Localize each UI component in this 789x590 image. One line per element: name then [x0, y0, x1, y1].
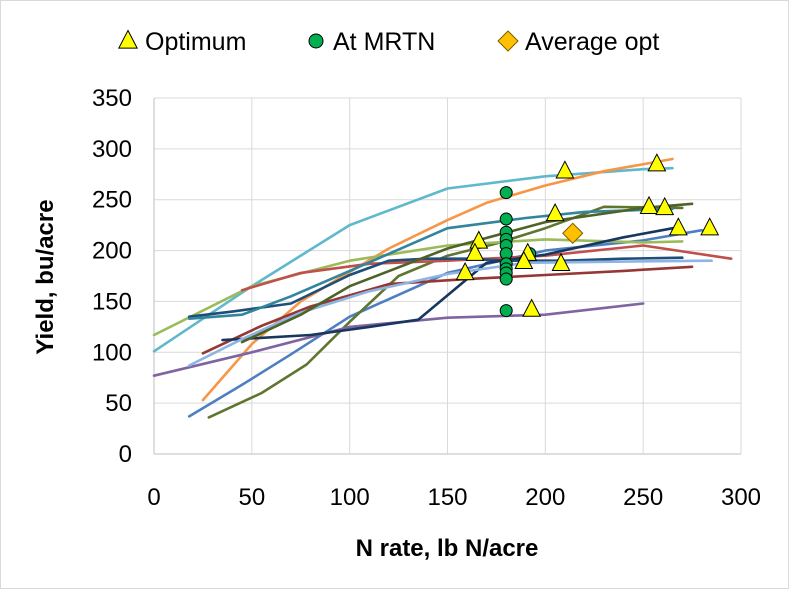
point-markers — [455, 153, 720, 318]
y-tick-label: 100 — [92, 339, 132, 366]
y-tick-label: 300 — [92, 136, 132, 163]
series-line-4 — [207, 205, 684, 419]
optimum-point — [545, 202, 565, 222]
y-tick-label: 250 — [92, 187, 132, 214]
x-tick-label: 250 — [623, 484, 663, 511]
y-tick-label: 50 — [105, 390, 132, 417]
legend: Optimum At MRTN Average opt — [117, 28, 659, 56]
optimum-point — [469, 230, 489, 249]
x-tick-label: 300 — [721, 484, 761, 511]
series-line-7 — [240, 244, 733, 292]
y-axis-title: Yield, bu/acre — [32, 199, 59, 354]
mrtn-point — [499, 212, 513, 226]
y-tick-label: 0 — [119, 441, 132, 468]
optimum-point — [514, 250, 534, 269]
legend-average-opt-symbol — [497, 30, 519, 52]
gridlines — [153, 97, 742, 455]
series-line-8 — [187, 256, 684, 319]
x-tick-label: 200 — [525, 484, 565, 511]
optimum-point — [522, 298, 542, 317]
mrtn-point — [499, 272, 513, 286]
optimum-point — [700, 217, 720, 236]
optimum-point — [668, 217, 688, 236]
legend-mrtn-symbol — [308, 33, 324, 49]
optimum-point — [639, 195, 659, 215]
x-tick-label: 50 — [238, 484, 265, 511]
average-opt-point — [562, 222, 584, 244]
legend-optimum-symbol — [117, 29, 139, 49]
optimum-point — [555, 160, 575, 179]
optimum-point — [551, 252, 571, 272]
series-line-9 — [187, 207, 674, 321]
mrtn-point — [499, 304, 513, 318]
y-tick-label: 200 — [92, 238, 132, 265]
x-tick-label: 150 — [427, 484, 467, 511]
mrtn-point — [499, 186, 513, 200]
x-tick-label: 100 — [330, 484, 370, 511]
optimum-point — [655, 196, 675, 216]
x-axis-title: N rate, lb N/acre — [356, 535, 539, 562]
tick-labels: 0 50 100 150 200 250 300 350 0 50 100 150 200 250 300 — [92, 85, 761, 511]
x-tick-label: 0 — [147, 484, 160, 511]
legend-label-1: Optimum — [145, 28, 246, 56]
legend-label-3: Average opt — [525, 28, 659, 56]
series-line-12 — [187, 259, 713, 367]
y-tick-label: 350 — [92, 85, 132, 112]
optimum-point — [465, 242, 485, 261]
legend-label-2: At MRTN — [333, 28, 435, 56]
series-line-11 — [221, 225, 680, 342]
optimum-point — [455, 261, 475, 281]
y-tick-label: 150 — [92, 288, 132, 315]
series-lines — [152, 157, 733, 419]
series-line-10 — [201, 265, 694, 355]
optimum-point — [647, 153, 667, 172]
